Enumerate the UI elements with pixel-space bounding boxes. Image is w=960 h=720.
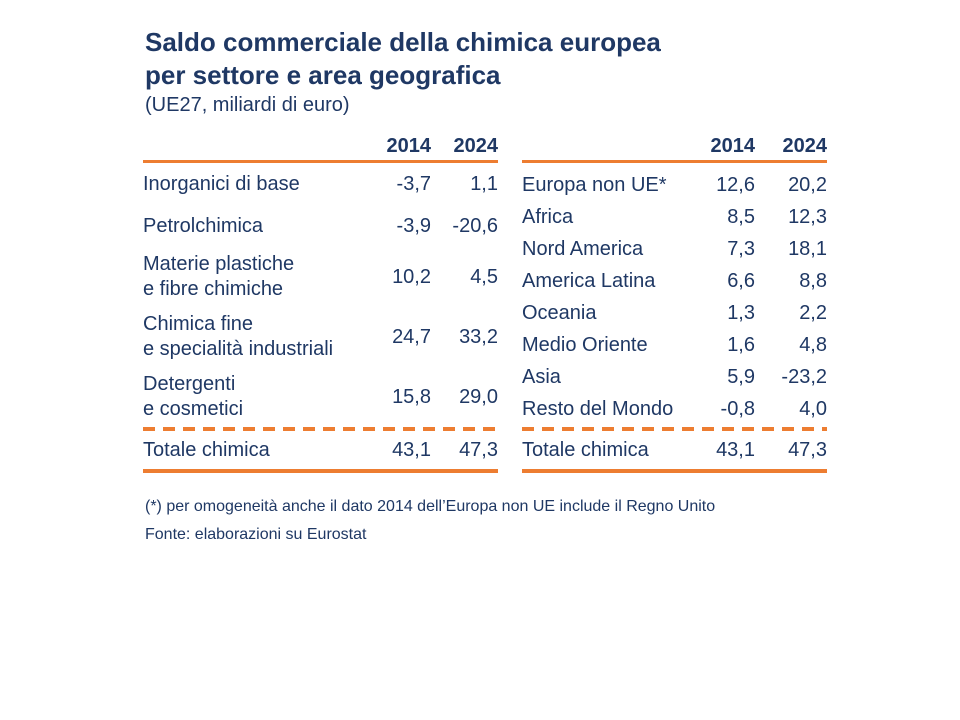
value-2014: 1,3 <box>727 301 755 324</box>
value-2024: 2,2 <box>799 301 827 324</box>
row-label: Oceania <box>522 301 597 324</box>
total-2024: 47,3 <box>459 438 498 461</box>
regions-table-header: 2014 2024 <box>522 134 828 160</box>
table-row: Europa non UE* 12,6 20,2 <box>522 169 827 201</box>
column-header-2024: 2024 <box>453 135 499 157</box>
table-row: Petrolchimica -3,9 -20,6 <box>143 205 498 247</box>
value-2014: -3,7 <box>396 172 431 195</box>
regions-table: 2014 2024 Europa non UE* 12,6 20,2 Afric… <box>522 134 827 473</box>
row-label: Nord America <box>522 237 644 260</box>
value-2024: 20,2 <box>788 173 827 196</box>
total-label: Totale chimica <box>522 438 649 461</box>
value-2024: 29,0 <box>459 385 498 408</box>
table-row: Detergenti e cosmetici 15,8 29,0 <box>143 367 498 427</box>
total-2024: 47,3 <box>788 438 827 461</box>
value-2014: 1,6 <box>727 333 755 356</box>
table-row: Africa 8,5 12,3 <box>522 201 827 233</box>
value-2024: 18,1 <box>788 237 827 260</box>
value-2024: 1,1 <box>470 172 498 195</box>
value-2014: 5,9 <box>727 365 755 388</box>
total-2014: 43,1 <box>392 438 431 461</box>
column-header-2014: 2014 <box>710 135 756 157</box>
total-label: Totale chimica <box>143 438 270 461</box>
value-2024: -20,6 <box>452 214 498 237</box>
page-subtitle: (UE27, miliardi di euro) <box>145 94 350 116</box>
row-label: Resto del Mondo <box>522 397 674 420</box>
sectors-table-body: Inorganici di base -3,7 1,1 Petrolchimic… <box>143 163 498 427</box>
table-row: Materie plastiche e fibre chimiche 10,2 … <box>143 247 498 307</box>
total-2014: 43,1 <box>716 438 755 461</box>
value-2014: -3,9 <box>396 214 431 237</box>
row-label: Medio Oriente <box>522 333 648 356</box>
value-2014: 12,6 <box>716 173 755 196</box>
value-2024: 4,0 <box>799 397 827 420</box>
value-2024: 8,8 <box>799 269 827 292</box>
value-2024: 4,8 <box>799 333 827 356</box>
table-row: America Latina 6,6 8,8 <box>522 265 827 297</box>
table-row: Oceania 1,3 2,2 <box>522 297 827 329</box>
table-row: Inorganici di base -3,7 1,1 <box>143 163 498 205</box>
header-rule <box>522 160 827 163</box>
table-row: Chimica fine e specialità industriali 24… <box>143 307 498 367</box>
value-2014: 6,6 <box>727 269 755 292</box>
footnotes: (*) per omogeneità anche il dato 2014 de… <box>145 493 715 549</box>
total-row: Totale chimica 43,1 47,3 <box>522 431 827 469</box>
regions-table-body: Europa non UE* 12,6 20,2 Africa 8,5 12,3… <box>522 163 827 427</box>
footnote-source: Fonte: elaborazioni su Eurostat <box>145 526 367 543</box>
sectors-table: 2014 2024 Inorganici di base -3,7 1,1 Pe… <box>143 134 498 473</box>
row-label: Chimica fine e specialità industriali <box>143 313 334 360</box>
value-2024: -23,2 <box>781 365 827 388</box>
column-header-2024: 2024 <box>782 135 828 157</box>
row-label: America Latina <box>522 269 656 292</box>
value-2014: 10,2 <box>392 265 431 288</box>
table-row: Medio Oriente 1,6 4,8 <box>522 329 827 361</box>
footnote-asterisk: (*) per omogeneità anche il dato 2014 de… <box>145 498 716 515</box>
header-rule <box>143 160 498 163</box>
dashed-divider <box>522 427 827 431</box>
value-2014: -0,8 <box>720 397 755 420</box>
value-2014: 7,3 <box>727 237 755 260</box>
table-row: Resto del Mondo -0,8 4,0 <box>522 393 827 425</box>
sectors-table-header: 2014 2024 <box>143 134 499 160</box>
table-row: Nord America 7,3 18,1 <box>522 233 827 265</box>
row-label: Materie plastiche e fibre chimiche <box>143 253 295 300</box>
value-2014: 8,5 <box>727 205 755 228</box>
row-label: Africa <box>522 205 574 228</box>
page-title: Saldo commerciale della chimica europea … <box>145 26 661 92</box>
title-line-1: Saldo commerciale della chimica europea <box>145 27 661 57</box>
value-2024: 33,2 <box>459 325 498 348</box>
value-2024: 4,5 <box>470 265 498 288</box>
table-row: Asia 5,9 -23,2 <box>522 361 827 393</box>
total-row: Totale chimica 43,1 47,3 <box>143 431 498 469</box>
row-label: Detergenti e cosmetici <box>143 373 244 420</box>
row-label: Europa non UE* <box>522 173 667 196</box>
value-2014: 15,8 <box>392 385 431 408</box>
row-label: Inorganici di base <box>143 172 300 195</box>
row-label: Asia <box>522 365 561 388</box>
column-header-2014: 2014 <box>386 135 432 157</box>
value-2024: 12,3 <box>788 205 827 228</box>
bottom-rule <box>522 469 827 473</box>
value-2014: 24,7 <box>392 325 431 348</box>
bottom-rule <box>143 469 498 473</box>
row-label: Petrolchimica <box>143 214 264 237</box>
dashed-divider <box>143 427 498 431</box>
title-line-2: per settore e area geografica <box>145 60 501 90</box>
